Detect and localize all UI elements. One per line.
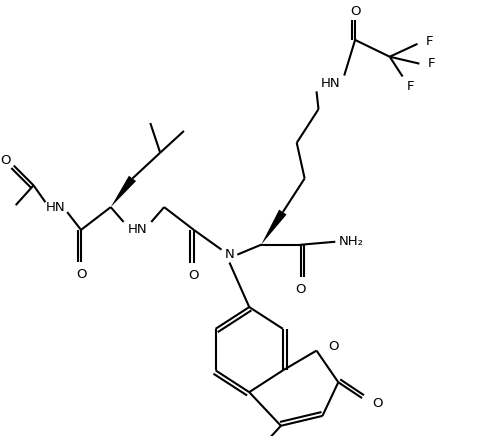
Text: O: O <box>328 340 339 353</box>
Text: O: O <box>188 269 199 282</box>
Text: NH₂: NH₂ <box>338 235 363 248</box>
Text: F: F <box>407 80 414 93</box>
Text: O: O <box>296 283 306 296</box>
Text: O: O <box>76 268 86 281</box>
Text: F: F <box>426 35 433 48</box>
Text: HN: HN <box>46 201 65 214</box>
Text: F: F <box>428 57 435 70</box>
Text: HN: HN <box>320 77 340 90</box>
Polygon shape <box>261 210 287 245</box>
Text: O: O <box>350 5 361 18</box>
Text: N: N <box>225 248 234 261</box>
Text: HN: HN <box>127 223 147 237</box>
Text: O: O <box>0 154 11 167</box>
Polygon shape <box>111 176 136 207</box>
Text: O: O <box>372 396 382 410</box>
